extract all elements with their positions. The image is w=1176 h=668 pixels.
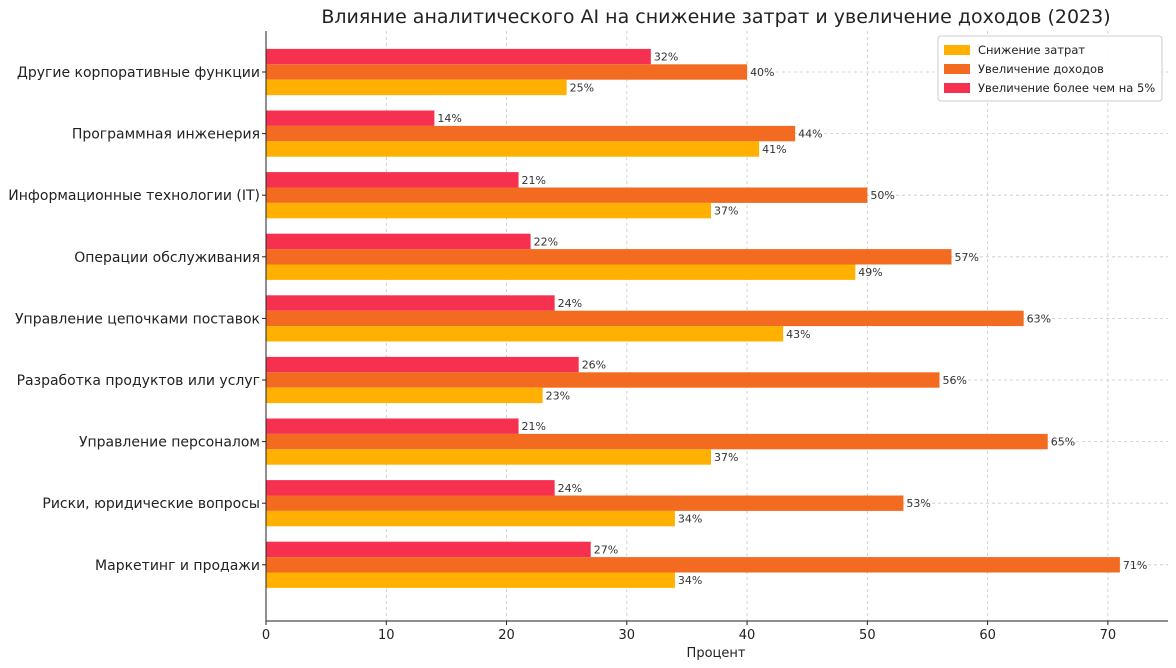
data-label: 25% (570, 81, 594, 94)
data-label: 21% (522, 174, 546, 187)
category-label: Риски, юридические вопросы (42, 496, 260, 512)
data-label: 43% (786, 328, 810, 341)
bar (266, 295, 555, 311)
category-label: Разработка продуктов или услуг (17, 373, 260, 389)
bar (266, 356, 579, 373)
bar (266, 64, 748, 80)
bar (266, 387, 543, 404)
data-label: 23% (546, 389, 570, 402)
data-label: 24% (558, 482, 582, 495)
x-tick-label: 20 (498, 628, 515, 643)
x-tick-label: 60 (979, 628, 996, 643)
x-tick-label: 0 (262, 628, 270, 643)
bar (266, 326, 784, 342)
data-label: 34% (678, 513, 702, 526)
data-label: 22% (534, 235, 558, 248)
legend-entry: Увеличение доходов (978, 62, 1104, 76)
data-label: 14% (437, 112, 461, 125)
bar (266, 249, 952, 265)
data-label: 53% (906, 497, 930, 510)
category-label: Операции обслуживания (74, 250, 260, 266)
legend: Снижение затрат Увеличение доходов Увеличе… (937, 35, 1163, 102)
bar (266, 172, 519, 188)
category-label: Программная инженерия (72, 127, 260, 143)
data-label: 27% (594, 543, 618, 556)
bar (266, 480, 555, 496)
category-labels: Другие корпоративные функции Программная … (8, 65, 260, 574)
data-label: 41% (762, 143, 786, 156)
category-label: Управление персоналом (79, 435, 260, 451)
legend-swatch (944, 83, 970, 93)
data-label: 21% (522, 420, 546, 433)
bars (266, 48, 1120, 588)
chart-title: Влияние аналитического AI на снижение за… (321, 6, 1110, 28)
bar (266, 110, 435, 126)
legend-swatch (944, 45, 970, 55)
legend-entry: Снижение затрат (978, 43, 1085, 57)
category-label: Маркетинг и продажи (95, 558, 260, 574)
legend-swatch (944, 64, 970, 74)
bar (266, 187, 868, 203)
bar (266, 264, 856, 280)
bar (266, 433, 1048, 450)
bar (266, 418, 519, 434)
data-label: 24% (558, 297, 582, 310)
bar (266, 202, 711, 219)
x-tick-label: 40 (739, 628, 756, 643)
axes (262, 31, 1168, 625)
data-label: 37% (714, 451, 738, 464)
bar (266, 449, 711, 465)
data-label: 34% (678, 574, 702, 587)
bar (266, 233, 531, 250)
x-tick-labels: 0 10 20 30 40 50 60 70 (262, 628, 1116, 643)
data-label: 57% (955, 251, 979, 264)
data-label: 49% (858, 266, 882, 279)
category-label: Управление цепочками поставок (15, 311, 260, 327)
data-labels: 32% 40% 25% 14% 44% 41% 21% 50% 37% 22% 57% 49% 24% 6… (437, 51, 1147, 588)
data-label: 65% (1051, 436, 1075, 449)
data-label: 37% (714, 205, 738, 218)
data-label: 40% (750, 66, 774, 79)
bar (266, 557, 1120, 573)
category-label: Другие корпоративные функции (17, 65, 260, 81)
bar (266, 372, 940, 388)
x-tick-label: 50 (859, 628, 876, 643)
bar (266, 495, 904, 511)
data-label: 26% (582, 359, 606, 372)
data-label: 63% (1027, 312, 1051, 325)
x-tick-label: 70 (1100, 628, 1117, 643)
data-label: 56% (942, 374, 966, 387)
x-tick-label: 10 (378, 628, 395, 643)
bar (266, 48, 651, 65)
data-label: 32% (654, 51, 678, 64)
bar (266, 125, 796, 142)
bar (266, 141, 760, 157)
x-tick-label: 30 (619, 628, 636, 643)
bar (266, 541, 591, 558)
bar (266, 510, 675, 527)
data-label: 71% (1123, 559, 1147, 572)
legend-entry: Увеличение более чем на 5% (978, 81, 1155, 95)
bar (266, 79, 567, 96)
data-label: 44% (798, 128, 822, 141)
x-axis-title: Процент (687, 646, 746, 661)
legend-box (937, 35, 1163, 102)
data-label: 50% (870, 189, 894, 202)
bar (266, 572, 675, 588)
bar (266, 310, 1024, 327)
category-label: Информационные технологии (IT) (8, 188, 260, 204)
